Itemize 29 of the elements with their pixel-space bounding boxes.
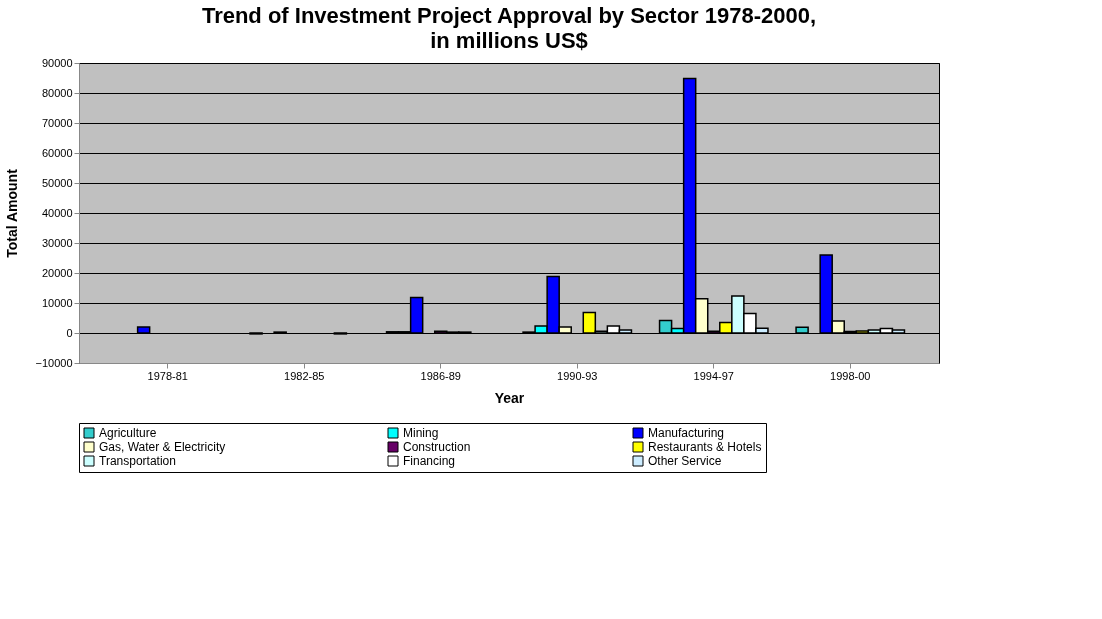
y-tick-label: 60000 — [41, 146, 73, 159]
y-tick-label: 10000 — [41, 296, 73, 309]
legend-label: Other Service — [648, 454, 722, 468]
y-tick-label: 0 — [66, 326, 73, 339]
x-tick-label: 1994-97 — [693, 369, 734, 382]
legend-label: Construction — [403, 440, 471, 454]
y-tick-label: 30000 — [41, 236, 73, 249]
y-tick-label: 40000 — [41, 206, 73, 219]
y-tick-label: 70000 — [41, 116, 73, 129]
chart-title: Trend of Investment Project Approval by Sector 1978-2000, in millions US$ — [201, 3, 817, 53]
x-tick-label: 1978-81 — [147, 369, 188, 382]
y-tick-label: 50000 — [41, 176, 73, 189]
y-tick-label: 90000 — [41, 56, 73, 69]
legend-label: Financing — [403, 454, 456, 468]
legend-label: Mining — [403, 426, 439, 440]
legend-label: Manufacturing — [648, 426, 725, 440]
x-tick-label: 1998-00 — [830, 369, 871, 382]
y-axis-title: Total Amount — [4, 168, 21, 258]
x-tick-label: 1982-85 — [284, 369, 325, 382]
x-tick-label: 1986-89 — [420, 369, 461, 382]
legend-label: Gas, Water & Electricity — [99, 440, 226, 454]
x-axis-title: Year — [494, 389, 525, 406]
legend-label: Transportation — [99, 454, 176, 468]
y-tick-label: 80000 — [41, 86, 73, 99]
y-tick-label: 20000 — [41, 266, 73, 279]
x-tick-label: 1990-93 — [557, 369, 598, 382]
legend-label: Restaurants & Hotels — [648, 440, 762, 454]
legend-label: Agriculture — [99, 426, 157, 440]
y-tick-label: −10000 — [35, 356, 73, 369]
